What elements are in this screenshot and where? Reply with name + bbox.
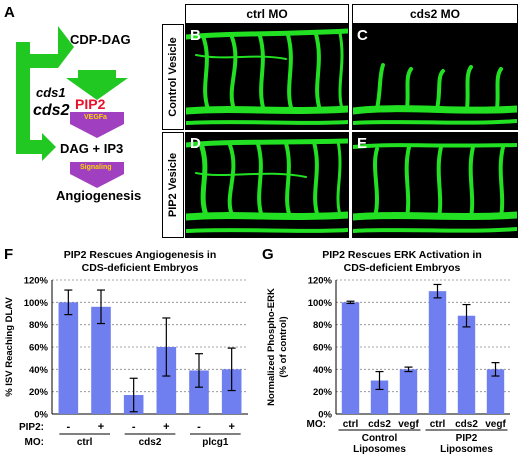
group-label-line2: Liposomes	[353, 444, 406, 455]
y-tick-label: 40%	[313, 365, 333, 376]
bar	[399, 369, 418, 414]
bar	[91, 306, 111, 414]
y-tick-label: 20%	[29, 387, 49, 398]
micrograph-c: C	[352, 24, 518, 130]
pip2-sign: +	[163, 421, 169, 433]
vessels-d	[186, 138, 348, 233]
category-label: vegf	[398, 419, 419, 430]
micrograph-b: B	[185, 24, 349, 130]
y-tick-label: 40%	[29, 365, 49, 376]
chart-g-title-line1: PIP2 Rescues ERK Activation in	[322, 249, 482, 261]
y-tick-label: 80%	[313, 320, 333, 331]
panel-label-a: A	[4, 4, 15, 21]
bar	[457, 315, 476, 414]
bar	[370, 380, 389, 414]
pathway-top-arrow-head	[58, 26, 74, 68]
col-header-cds2-mo: cds2 MO	[352, 4, 518, 24]
gene-cds1: cds1	[36, 85, 66, 100]
category-label: ctrl	[430, 419, 446, 430]
y-tick-label: 60%	[313, 343, 333, 354]
col-header-ctrl-mo: ctrl MO	[185, 4, 349, 24]
y-tick-label: 20%	[313, 387, 333, 398]
chart-f-title-line1: PIP2 Rescues Angiogenesis in	[64, 249, 217, 261]
group-label-line1: PIP2	[456, 433, 478, 444]
y-tick-label: 60%	[29, 343, 49, 354]
vessels-b	[186, 28, 348, 125]
vessels-c	[353, 63, 517, 125]
group-label-line2: Liposomes	[440, 444, 493, 455]
mo-row-label: MO:	[307, 419, 326, 430]
vegfa-arrow	[70, 112, 124, 138]
vegfa-label: VEGFa	[84, 114, 107, 121]
bar	[189, 370, 209, 414]
category-label: vegf	[485, 419, 506, 430]
row-header-pip2-vesicle: PIP2 Vesicle	[167, 152, 179, 218]
micrograph-d: D	[185, 132, 349, 238]
group-label: cds2	[139, 437, 162, 448]
pathway-green-bar	[16, 42, 30, 154]
y-tick-label: 120%	[308, 276, 333, 287]
chart-f-title-line2: CDS-deficient Embryos	[82, 262, 199, 274]
pip2-row-label: PIP2:	[19, 422, 44, 433]
chart-g-ylabel-line2: (% of control)	[278, 316, 289, 377]
bar	[486, 369, 505, 414]
group-label: plcg1	[202, 437, 229, 448]
pip2-sign: +	[228, 421, 234, 433]
signaling-label: Signaling	[80, 164, 112, 171]
pathway-bottom-arrow-head	[42, 133, 56, 161]
group-label-line1: Control	[362, 433, 398, 444]
bar	[428, 291, 447, 414]
row-header-pip2-vesicle-box: PIP2 Vesicle	[162, 132, 184, 238]
y-tick-label: 120%	[24, 276, 49, 287]
y-tick-label: 0%	[34, 410, 48, 421]
chart-g-ylabel-line1: Normalized Phospho-ERK	[266, 288, 277, 406]
vessels-e	[353, 143, 517, 233]
row-header-control-vesicle: Control Vesicle	[167, 37, 179, 117]
bar	[341, 302, 360, 414]
chart-f-ylabel: % ISV Reaching DLAV	[4, 297, 15, 397]
panel-label-f: F	[4, 246, 14, 263]
category-label: cds2	[455, 419, 478, 430]
bar	[221, 369, 242, 414]
panel-label-g: G	[262, 246, 274, 263]
category-label: ctrl	[343, 419, 359, 430]
group-label: ctrl	[77, 437, 93, 448]
pathway-bottom-arrow-shaft	[16, 140, 42, 154]
pip2-sign: -	[197, 421, 201, 433]
panel-label-d: D	[190, 135, 201, 152]
chart-g-title-line2: CDS-deficient Embryos	[344, 262, 461, 274]
y-tick-label: 100%	[308, 298, 333, 309]
pip2-label: PIP2	[75, 96, 106, 112]
pip2-sign: +	[98, 421, 104, 433]
angiogenesis-label: Angiogenesis	[56, 188, 142, 203]
chart-g: PIP2 Rescues ERK Activation in CDS-defic…	[266, 249, 510, 455]
category-label: cds2	[368, 419, 391, 430]
signaling-arrow	[70, 162, 124, 188]
y-tick-label: 0%	[318, 410, 332, 421]
y-tick-label: 80%	[29, 320, 49, 331]
pathway-green-down-arrow	[66, 70, 128, 100]
mo-row-label: MO:	[25, 437, 44, 448]
panel-label-e: E	[357, 135, 368, 152]
pip2-sign: -	[132, 421, 136, 433]
pathway-top-arrow-shaft	[16, 54, 58, 68]
row-header-control-vesicle-box: Control Vesicle	[162, 24, 184, 130]
panel-label-b: B	[190, 27, 201, 44]
y-tick-label: 100%	[24, 298, 49, 309]
chart-f: PIP2 Rescues Angiogenesis in CDS-deficie…	[4, 249, 248, 448]
cdp-dag-label: CDP-DAG	[70, 32, 131, 47]
gene-cds2: cds2	[33, 102, 70, 119]
dag-ip3-label: DAG + IP3	[60, 141, 124, 156]
bar	[156, 347, 177, 414]
pip2-sign: -	[66, 421, 70, 433]
micrograph-e: E	[352, 132, 518, 238]
panel-label-c: C	[357, 27, 368, 44]
bar	[58, 302, 79, 414]
pathway-diagram	[16, 26, 128, 188]
